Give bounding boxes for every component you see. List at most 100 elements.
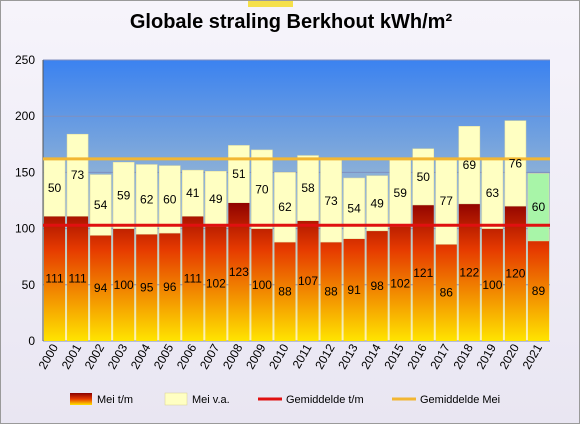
bar-mei-va bbox=[251, 149, 273, 229]
x-tick-label: 2009 bbox=[243, 341, 269, 371]
bar-mei-va bbox=[66, 133, 89, 217]
bar-mei-va bbox=[158, 165, 181, 234]
bar-mei-tm bbox=[527, 240, 549, 341]
data-label-mei-tm: 98 bbox=[370, 279, 384, 293]
data-label-mei-tm: 111 bbox=[68, 272, 87, 286]
legend-label-gem-mei: Gemiddelde Mei bbox=[420, 394, 500, 406]
x-tick-label: 2002 bbox=[82, 341, 108, 371]
bar-mei-tm bbox=[90, 235, 112, 341]
bar-mei-tm bbox=[182, 216, 204, 341]
x-tick-label: 2020 bbox=[497, 341, 523, 371]
legend-swatch-mei-va bbox=[164, 392, 188, 406]
bar-mei-va bbox=[89, 174, 112, 236]
data-label-mei-tm: 94 bbox=[94, 281, 108, 295]
bar-mei-tm bbox=[343, 238, 365, 341]
bar-mei-tm bbox=[320, 242, 342, 341]
data-label-mei-tm: 123 bbox=[229, 265, 249, 279]
data-label-mei-va: 54 bbox=[94, 198, 108, 212]
x-tick-label: 2019 bbox=[474, 341, 500, 371]
bar-mei-tm bbox=[44, 216, 66, 341]
bar-mei-tm bbox=[481, 228, 503, 341]
bar-mei-tm bbox=[251, 228, 273, 341]
data-label-mei-tm: 102 bbox=[390, 277, 410, 291]
x-tick-label: 2006 bbox=[174, 341, 200, 371]
data-label-mei-va: 76 bbox=[509, 156, 523, 170]
x-tick-label: 2010 bbox=[266, 341, 292, 371]
y-tick-label: 50 bbox=[22, 278, 36, 292]
data-label-mei-va: 58 bbox=[301, 181, 315, 195]
x-tick-label: 2005 bbox=[151, 341, 177, 371]
x-tick-label: 2004 bbox=[128, 341, 154, 371]
data-label-mei-tm: 86 bbox=[440, 286, 454, 300]
data-label-mei-tm: 100 bbox=[114, 278, 134, 292]
data-label-mei-tm: 111 bbox=[184, 272, 203, 286]
chart-title: Globale straling Berkhout kWh/m² bbox=[129, 11, 453, 33]
data-label-mei-va: 62 bbox=[278, 200, 292, 214]
data-label-mei-va: 59 bbox=[394, 186, 408, 200]
y-tick-label: 250 bbox=[15, 53, 35, 67]
data-label-mei-tm: 122 bbox=[459, 265, 479, 279]
bar-mei-tm bbox=[504, 206, 526, 341]
bar-mei-va bbox=[366, 175, 388, 232]
data-label-mei-tm: 111 bbox=[45, 272, 64, 286]
legend-swatch-mei-tm bbox=[70, 393, 92, 405]
x-tick-label: 2000 bbox=[36, 341, 62, 371]
data-label-mei-va: 49 bbox=[209, 192, 223, 206]
data-label-mei-tm: 95 bbox=[140, 281, 154, 295]
y-tick-label: 200 bbox=[15, 109, 35, 123]
bar-mei-tm bbox=[435, 244, 457, 341]
x-tick-label: 2018 bbox=[450, 341, 476, 371]
x-tick-label: 2021 bbox=[520, 341, 546, 371]
x-tick-label: 2014 bbox=[358, 341, 384, 371]
data-label-mei-tm: 121 bbox=[413, 266, 433, 280]
data-label-mei-tm: 120 bbox=[505, 267, 525, 281]
legend-label-gem-tm: Gemiddelde t/m bbox=[286, 394, 364, 406]
bar-mei-va bbox=[182, 169, 204, 217]
y-tick-label: 0 bbox=[28, 334, 35, 348]
x-tick-label: 2016 bbox=[404, 341, 430, 371]
data-label-mei-va: 69 bbox=[463, 158, 477, 172]
bar-mei-tm bbox=[366, 230, 388, 341]
bar-mei-va bbox=[297, 155, 319, 221]
data-label-mei-tm: 102 bbox=[206, 277, 226, 291]
bar-mei-tm bbox=[67, 216, 89, 341]
bar-mei-tm bbox=[228, 202, 250, 341]
data-label-mei-tm: 89 bbox=[532, 284, 546, 298]
bar-mei-tm bbox=[297, 220, 319, 341]
x-tick-label: 2011 bbox=[290, 341, 315, 371]
x-tick-label: 2003 bbox=[105, 341, 131, 371]
bar-mei-va bbox=[135, 164, 158, 235]
bar-mei-va bbox=[458, 126, 481, 205]
x-tick-label: 2013 bbox=[335, 341, 361, 371]
bar-mei-va bbox=[412, 148, 435, 206]
data-label-mei-va: 70 bbox=[255, 182, 269, 196]
y-tick-label: 150 bbox=[15, 165, 35, 179]
data-label-mei-va: 60 bbox=[532, 200, 546, 214]
bar-mei-tm bbox=[458, 203, 480, 341]
legend-label-mei-tm: Mei t/m bbox=[97, 394, 133, 406]
x-tick-label: 2008 bbox=[220, 341, 246, 371]
data-label-mei-va: 50 bbox=[417, 170, 431, 184]
data-label-mei-tm: 88 bbox=[278, 285, 292, 299]
data-label-mei-va: 63 bbox=[486, 186, 500, 200]
title-highlight bbox=[248, 1, 293, 7]
bar-mei-tm bbox=[389, 226, 411, 341]
data-label-mei-va: 51 bbox=[232, 167, 246, 181]
data-label-mei-va: 60 bbox=[163, 192, 177, 206]
data-label-mei-tm: 107 bbox=[298, 274, 318, 288]
x-tick-label: 2001 bbox=[59, 341, 85, 371]
x-tick-label: 2007 bbox=[197, 341, 223, 371]
data-label-mei-va: 49 bbox=[370, 196, 384, 210]
data-label-mei-tm: 100 bbox=[482, 278, 502, 292]
bar-mei-tm bbox=[113, 228, 135, 341]
data-label-mei-va: 77 bbox=[440, 194, 454, 208]
data-label-mei-tm: 91 bbox=[347, 283, 361, 297]
x-tick-label: 2017 bbox=[427, 341, 453, 371]
data-label-mei-va: 50 bbox=[48, 181, 62, 195]
data-label-mei-tm: 88 bbox=[324, 285, 338, 299]
legend-label-mei-va: Mei v.a. bbox=[192, 394, 230, 406]
bar-mei-tm bbox=[274, 242, 296, 341]
x-tick-label: 2015 bbox=[381, 341, 407, 371]
data-label-mei-tm: 100 bbox=[252, 278, 272, 292]
data-label-mei-va: 73 bbox=[71, 168, 85, 182]
